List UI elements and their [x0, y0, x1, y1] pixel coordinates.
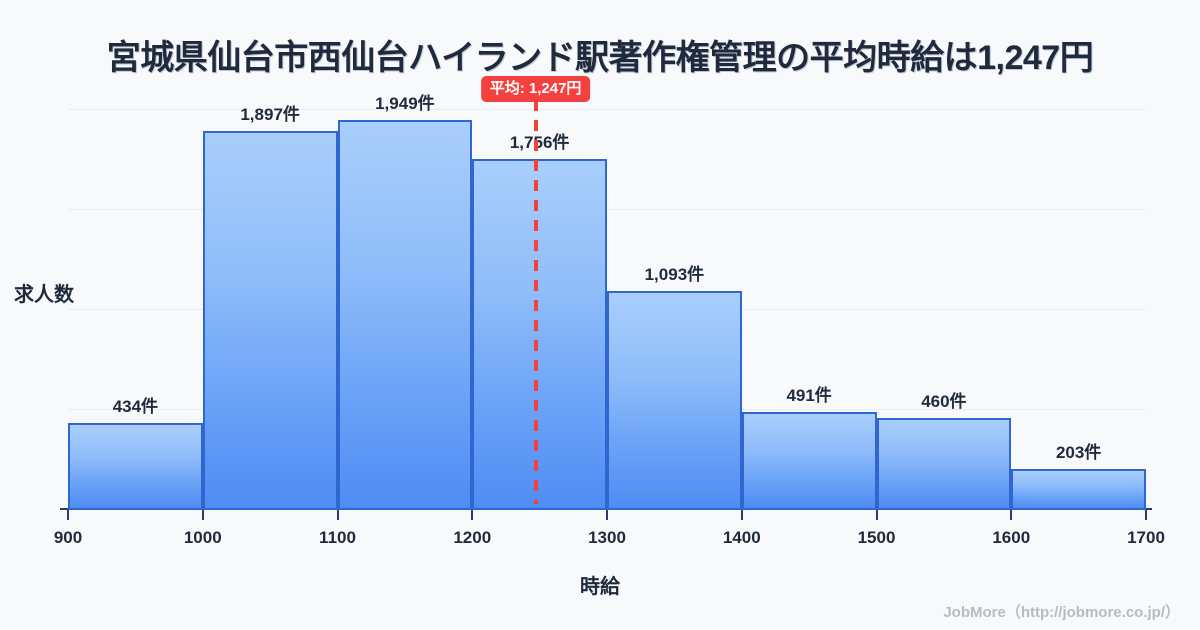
- page-title: 宮城県仙台市西仙台ハイランド駅著作権管理の平均時給は1,247円: [106, 39, 1094, 77]
- x-axis-tick-label: 1400: [722, 528, 761, 547]
- x-axis-tick-label: 1300: [588, 528, 626, 547]
- x-axis-tick-label: 1100: [319, 528, 356, 547]
- x-axis-tick-label: 900: [53, 528, 83, 547]
- bar-value-label: 1,093件: [644, 265, 705, 285]
- bar-value-label: 1,756件: [509, 132, 570, 152]
- histogram-bar[interactable]: [202, 130, 338, 510]
- bar-value-label: 203件: [1055, 443, 1102, 463]
- histogram-bar[interactable]: [337, 120, 473, 510]
- x-axis-tick: [606, 510, 608, 520]
- histogram-bar[interactable]: [68, 423, 203, 510]
- x-axis-tick: [740, 510, 743, 520]
- gridline: [68, 109, 1146, 110]
- histogram-bar[interactable]: [607, 291, 742, 510]
- x-axis-tick: [336, 510, 339, 520]
- histogram-bar[interactable]: [741, 411, 877, 510]
- x-axis-tick-label: 1600: [992, 528, 1031, 547]
- x-axis-tick: [1145, 510, 1147, 520]
- bar-value-label: 1,949件: [375, 94, 435, 114]
- histogram-bar[interactable]: [876, 418, 1012, 510]
- bar-value-label: 1,897件: [240, 104, 300, 124]
- histogram-bar[interactable]: [472, 158, 607, 510]
- watermark-footer: JobMore（http://jobmore.co.jp/）: [943, 604, 1180, 621]
- x-axis-tick: [201, 510, 204, 520]
- x-axis-tick-label: 1700: [1127, 528, 1165, 547]
- x-axis-tick-label: 1500: [857, 528, 896, 547]
- bar-value-label: 491件: [786, 385, 832, 405]
- gridline: [68, 209, 1146, 210]
- histogram-bar[interactable]: [1011, 469, 1146, 510]
- y-axis-title: 求人数: [14, 284, 74, 306]
- bar-value-label: 434件: [112, 397, 159, 417]
- x-axis-title: 時給: [580, 576, 620, 598]
- bar-value-label: 460件: [921, 392, 967, 411]
- plot-area: 434件 1,897件 1,949件 1,756件 1,093件 491件 460件 203件…: [54, 76, 1165, 547]
- x-axis-tick-label: 1200: [453, 528, 492, 547]
- average-badge: 平均: 1,247円: [480, 76, 591, 103]
- average-marker-line: [533, 100, 538, 504]
- x-axis-tick: [471, 510, 474, 520]
- x-axis-tick: [875, 510, 878, 520]
- x-axis-tick: [67, 510, 69, 520]
- x-axis-tick-label: 1000: [183, 528, 222, 547]
- x-axis-tick: [1010, 510, 1013, 520]
